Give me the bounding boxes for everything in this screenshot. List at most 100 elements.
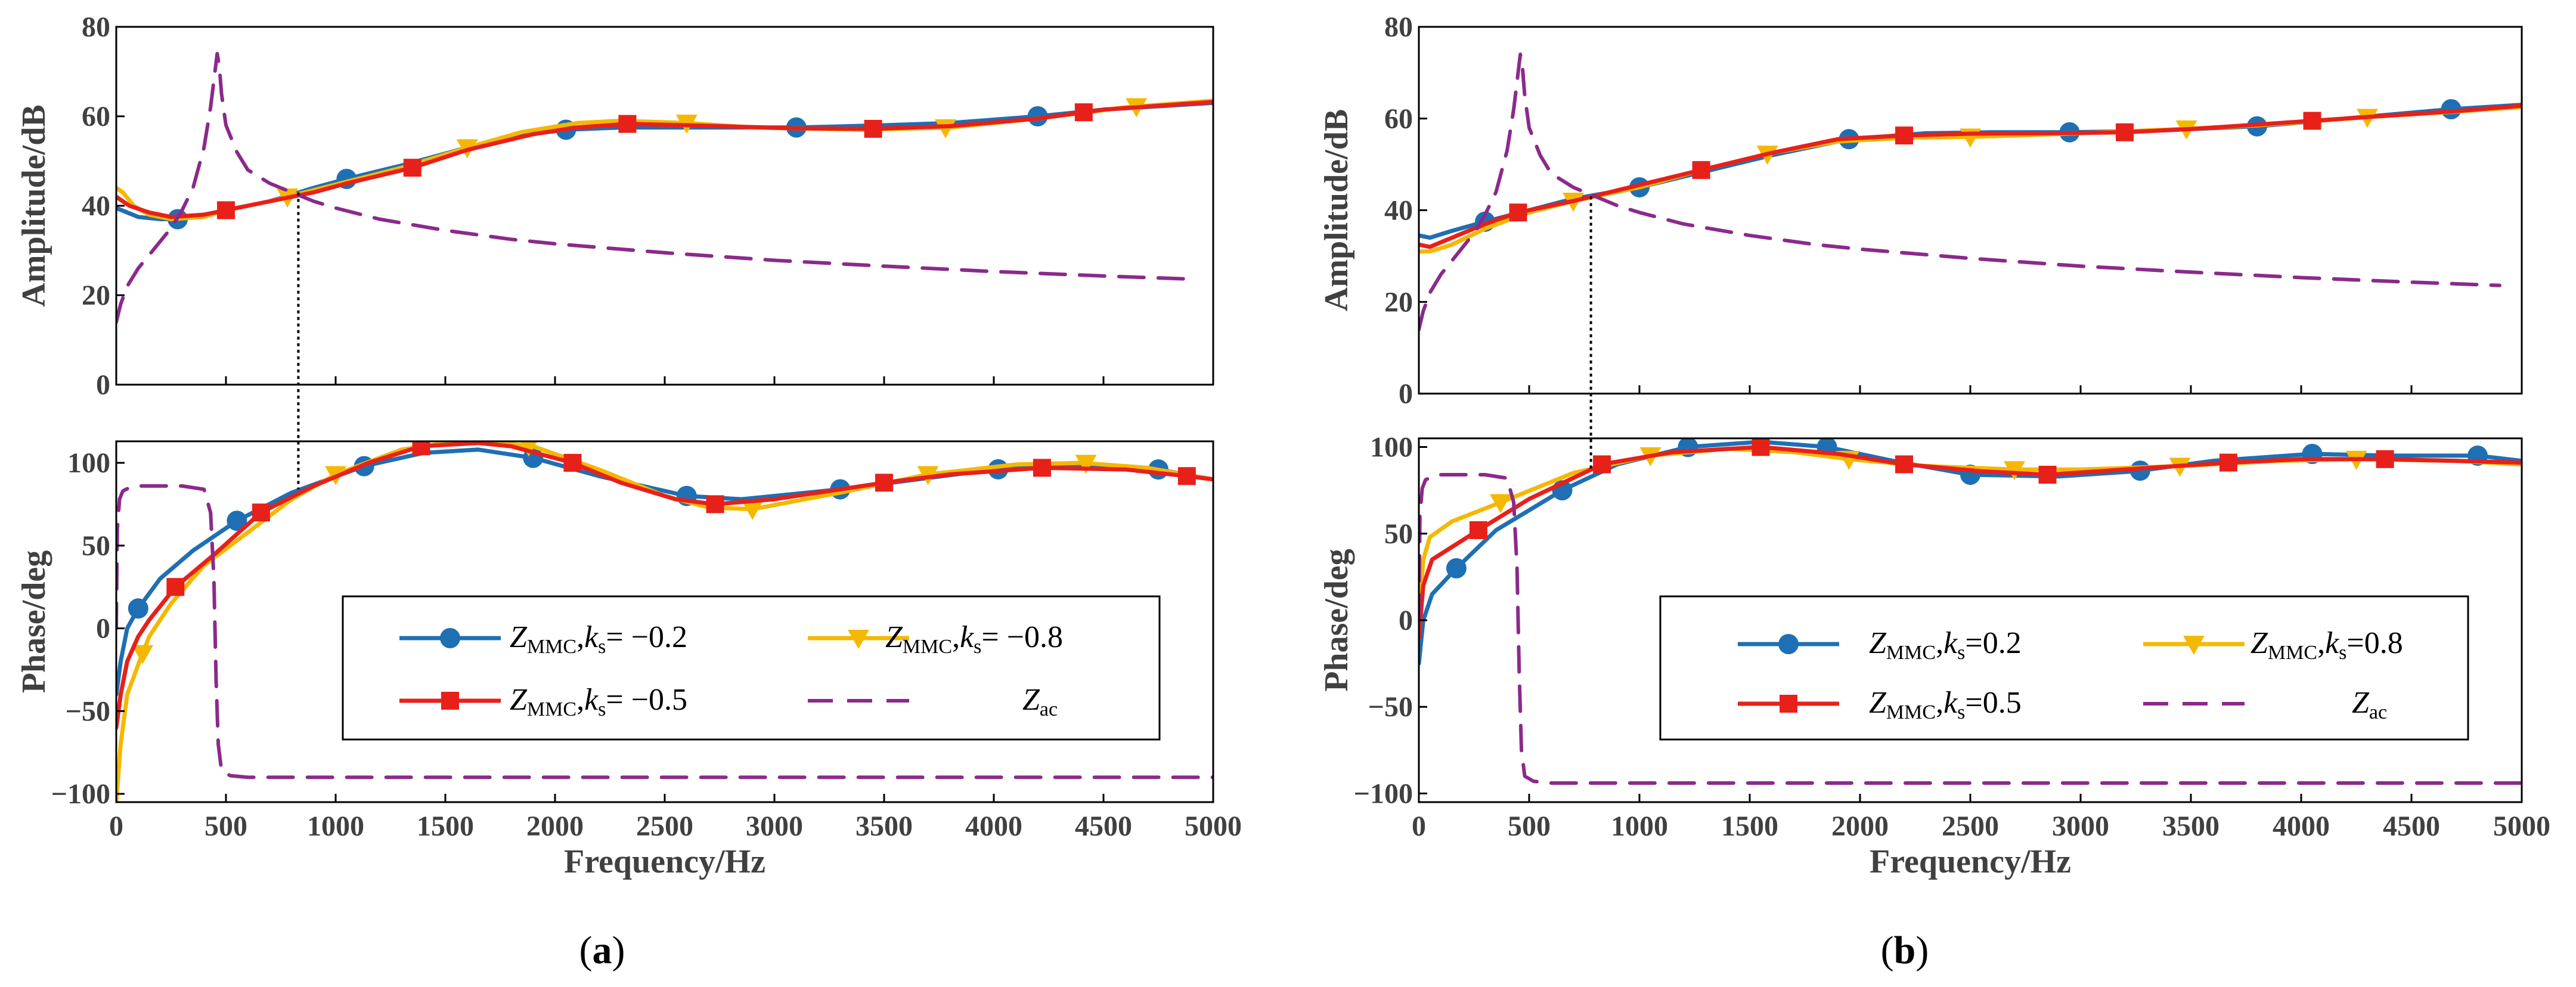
legend-label-part: s bbox=[598, 698, 606, 720]
x-axis-label: Frequency/Hz bbox=[564, 843, 765, 880]
legend-label-part: , bbox=[576, 683, 584, 717]
y-tick-label: −100 bbox=[1354, 778, 1413, 809]
panel-label-open: ( bbox=[1881, 929, 1894, 972]
y-tick-label: 0 bbox=[1399, 378, 1413, 410]
data-point-blue bbox=[1027, 106, 1048, 126]
x-tick-label: 3000 bbox=[746, 810, 803, 842]
legend-label-part: , bbox=[576, 620, 584, 654]
legend-label-part: ac bbox=[2369, 701, 2387, 723]
x-tick-label: 3500 bbox=[855, 810, 913, 842]
data-point-red bbox=[412, 441, 430, 456]
y-tick-label: −50 bbox=[66, 695, 110, 727]
y-axis-label: Phase/deg bbox=[1318, 549, 1355, 692]
series-line-purple bbox=[116, 484, 1213, 779]
legend-entry-blue: ZMMC,ks=0.2 bbox=[1738, 626, 2022, 664]
data-point-orange bbox=[1075, 454, 1097, 474]
legend-label-part: k bbox=[584, 620, 599, 654]
data-point-red bbox=[1895, 126, 1913, 145]
panel-label: (a) bbox=[579, 929, 625, 972]
legend-entry-red: ZMMC,ks= −0.5 bbox=[399, 683, 687, 720]
series-line-purple bbox=[1419, 473, 2522, 785]
data-point-red bbox=[217, 201, 235, 219]
y-tick-label: 80 bbox=[82, 11, 110, 43]
legend-label-part: =0.5 bbox=[1965, 686, 2021, 720]
series-group bbox=[1419, 52, 2522, 332]
legend-label-part: , bbox=[1936, 686, 1943, 720]
legend-label-part: =0.2 bbox=[1965, 626, 2021, 660]
data-point-red bbox=[875, 474, 893, 492]
y-axis-label: Amplitude/dB bbox=[16, 104, 52, 307]
legend-entry-red: ZMMC,ks=0.5 bbox=[1738, 686, 2022, 723]
x-tick-label: 500 bbox=[1508, 810, 1551, 842]
y-tick-label: 60 bbox=[82, 101, 110, 132]
y-tick-label: 20 bbox=[82, 280, 110, 311]
x-tick-label: 5000 bbox=[1185, 810, 1242, 842]
panel-label-close: ) bbox=[612, 929, 625, 972]
data-point-red bbox=[1177, 467, 1196, 485]
legend-label-part: MMC bbox=[903, 636, 952, 658]
data-point-red bbox=[2038, 466, 2057, 484]
legend-label-part: = −0.2 bbox=[606, 620, 687, 654]
data-point-red bbox=[403, 159, 421, 177]
series-line-purple bbox=[1419, 52, 2501, 332]
axes-frame bbox=[1418, 26, 2523, 395]
series-line-red bbox=[116, 100, 1213, 219]
series-line-red bbox=[1419, 103, 2522, 249]
legend-label-part: Z bbox=[510, 683, 528, 717]
x-tick-label: 2000 bbox=[526, 810, 584, 842]
data-point-red bbox=[2376, 450, 2394, 468]
x-tick-label: 1000 bbox=[1611, 810, 1668, 842]
x-axis-label: Frequency/Hz bbox=[1870, 843, 2071, 880]
panel-label: (b) bbox=[1881, 929, 1929, 972]
panel-label-open: ( bbox=[579, 929, 593, 972]
legend-label-part: MMC bbox=[1886, 642, 1936, 664]
y-tick-label: 40 bbox=[1384, 195, 1413, 227]
x-tick-label: 0 bbox=[1412, 810, 1426, 842]
x-tick-label: 1500 bbox=[1721, 810, 1778, 842]
legend-swatch-marker bbox=[1778, 634, 1799, 654]
series-group bbox=[116, 441, 1213, 802]
legend-swatch-marker bbox=[848, 630, 869, 649]
x-tick-label: 3500 bbox=[2162, 810, 2219, 842]
data-point-red bbox=[166, 578, 185, 596]
x-tick-label: 4000 bbox=[965, 810, 1022, 842]
y-tick-label: 0 bbox=[96, 613, 110, 645]
y-tick-label: 50 bbox=[1384, 518, 1413, 550]
legend-label-part: = −0.8 bbox=[981, 620, 1063, 654]
x-tick-label: 0 bbox=[109, 810, 123, 842]
data-point-blue bbox=[1446, 558, 1467, 578]
panel-label-close: ) bbox=[1915, 929, 1929, 972]
legend-label: ZMMC,ks=0.8 bbox=[2250, 626, 2403, 664]
legend-label-part: s bbox=[1957, 701, 1965, 723]
legend-entry-purple: Zac bbox=[2143, 686, 2387, 723]
legend-label-part: s bbox=[2339, 642, 2346, 664]
data-point-orange bbox=[2004, 461, 2025, 481]
legend-swatch-marker bbox=[1780, 695, 1797, 713]
legend-box bbox=[342, 595, 1161, 741]
y-tick-label: −50 bbox=[1368, 691, 1413, 723]
data-point-red bbox=[252, 503, 270, 522]
data-point-orange bbox=[742, 500, 764, 520]
legend-label-part: = −0.5 bbox=[606, 683, 687, 717]
data-point-red bbox=[1895, 455, 1913, 474]
legend-label-part: , bbox=[952, 620, 960, 654]
data-point-red bbox=[1509, 203, 1527, 222]
legend-label-part: =0.8 bbox=[2346, 626, 2403, 660]
x-tick-label: 2500 bbox=[636, 810, 693, 842]
panel-label-letter: a bbox=[593, 929, 612, 972]
chart-a-amplitude: 0 20 40 60 80 Amplitude/dB bbox=[16, 11, 1214, 401]
series-line-purple bbox=[116, 52, 1194, 324]
legend-label: Zac bbox=[2352, 686, 2387, 723]
y-tick-label: 40 bbox=[82, 190, 110, 222]
data-point-red bbox=[1593, 455, 1611, 474]
data-point-orange bbox=[1489, 494, 1511, 513]
legend-b: ZMMC,ks=0.2 ZMMC,ks=0.8 ZMMC,ks=0.5 Zac bbox=[1659, 595, 2469, 741]
legend-label-part: k bbox=[1943, 626, 1958, 660]
x-tick-label: 1000 bbox=[307, 810, 364, 842]
legend-entry-purple: Zac bbox=[808, 683, 1058, 720]
legend-label-part: k bbox=[2325, 626, 2339, 660]
data-point-red bbox=[2219, 453, 2237, 472]
